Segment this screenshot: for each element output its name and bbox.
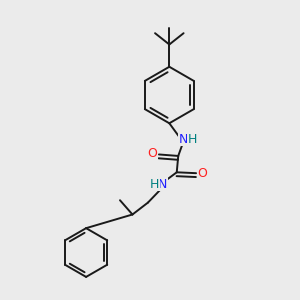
Text: O: O: [198, 167, 208, 180]
Text: O: O: [147, 147, 157, 160]
Text: N: N: [179, 133, 188, 146]
Text: N: N: [158, 178, 167, 191]
Text: H: H: [188, 133, 197, 146]
Text: H: H: [150, 178, 159, 191]
